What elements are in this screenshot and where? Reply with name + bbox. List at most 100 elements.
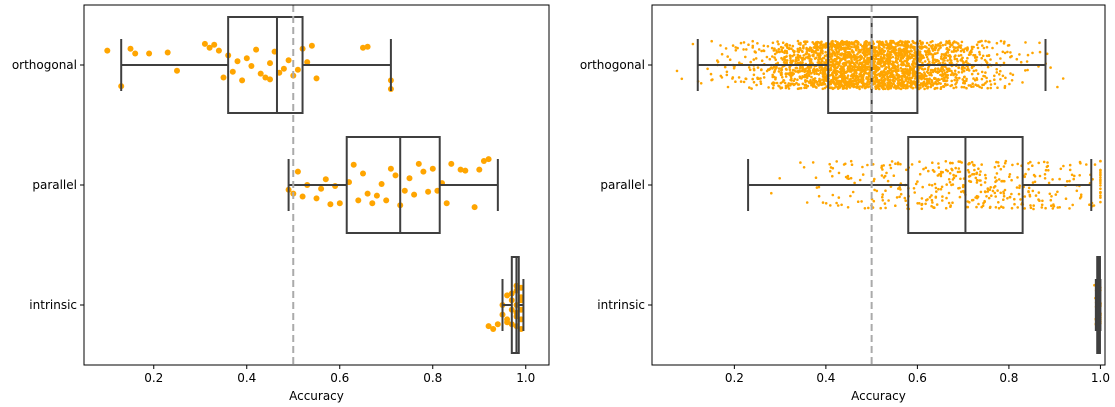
right-parallel-point <box>849 176 853 180</box>
right-orthogonal-point <box>867 83 871 86</box>
left-parallel-point <box>387 165 394 172</box>
right-orthogonal-point <box>962 79 966 83</box>
right-parallel-point <box>966 205 970 209</box>
right-orthogonal-point <box>959 49 963 53</box>
right-orthogonal-point <box>926 77 929 81</box>
left-parallel-point <box>373 192 380 199</box>
right-orthogonal-point <box>805 50 808 54</box>
right-orthogonal-point <box>1010 79 1014 82</box>
right-orthogonal-point <box>932 69 936 73</box>
right-orthogonal-point <box>860 80 863 83</box>
right-orthogonal-point <box>878 79 882 82</box>
right-orthogonal-point <box>739 80 743 83</box>
left-xtick-label: 1.0 <box>516 371 535 385</box>
right-orthogonal-point <box>835 43 838 47</box>
left-orthogonal-point <box>360 44 366 51</box>
right-parallel-point <box>1099 170 1102 174</box>
right-parallel-point <box>940 185 944 189</box>
right-orthogonal-point <box>952 73 956 76</box>
right-orthogonal-point <box>881 83 884 86</box>
right-orthogonal-point <box>801 56 805 60</box>
right-parallel-point <box>924 202 927 206</box>
right-orthogonal-point <box>865 82 868 86</box>
right-parallel-point <box>945 196 948 200</box>
right-orthogonal-point <box>840 57 844 61</box>
right-orthogonal-point <box>792 53 796 57</box>
right-orthogonal-point <box>953 69 957 73</box>
right-orthogonal-point <box>723 65 727 69</box>
right-orthogonal-point <box>940 77 944 81</box>
right-parallel-point <box>937 187 940 191</box>
right-orthogonal-point <box>813 46 816 49</box>
right-parallel-point <box>1003 188 1007 192</box>
right-orthogonal-point <box>749 60 752 64</box>
right-parallel-point <box>977 167 980 170</box>
right-orthogonal-point <box>897 69 900 72</box>
right-orthogonal-point <box>852 79 856 83</box>
right-orthogonal-point <box>885 57 889 61</box>
right-orthogonal-point <box>895 42 898 45</box>
right-parallel-point <box>1079 162 1082 165</box>
right-orthogonal-point <box>918 50 922 53</box>
right-parallel-point <box>930 198 934 202</box>
right-parallel-point <box>993 176 997 179</box>
right-orthogonal-point <box>923 71 926 74</box>
right-orthogonal-point <box>846 82 849 85</box>
right-parallel-point <box>1048 192 1052 196</box>
left-orthogonal-point <box>164 49 171 56</box>
right-orthogonal-point <box>882 69 886 72</box>
right-orthogonal-point <box>821 59 824 63</box>
right-orthogonal-point <box>810 75 813 79</box>
right-orthogonal-point <box>892 61 895 64</box>
right-orthogonal-point <box>894 77 898 80</box>
right-parallel-point <box>981 204 985 208</box>
right-orthogonal-point <box>921 61 924 65</box>
right-orthogonal-point <box>750 87 753 90</box>
right-orthogonal-point <box>1025 60 1029 63</box>
right-orthogonal-point <box>894 49 897 52</box>
right-parallel-point <box>995 172 999 175</box>
right-parallel-point <box>983 200 986 203</box>
right-parallel-point <box>970 198 974 202</box>
right-parallel-point <box>937 162 940 165</box>
right-orthogonal-point <box>798 75 802 78</box>
right-orthogonal-point <box>781 80 784 84</box>
right-parallel-point <box>1031 189 1035 193</box>
left-parallel-point <box>415 160 422 167</box>
right-parallel-point <box>1037 191 1041 194</box>
right-parallel-point <box>883 202 887 205</box>
left-parallel-point <box>294 168 301 175</box>
right-parallel-point <box>918 172 922 176</box>
right-parallel-point <box>814 176 818 179</box>
right-parallel-point <box>1054 193 1058 196</box>
right-orthogonal-point <box>808 54 811 58</box>
right-orthogonal-point <box>773 81 776 85</box>
right-orthogonal-point <box>985 45 989 49</box>
right-parallel-point <box>888 163 892 167</box>
right-orthogonal-point <box>861 51 865 54</box>
right-parallel-point <box>941 199 944 202</box>
right-orthogonal-point <box>780 71 783 75</box>
left-iqr-box-intrinsic <box>510 256 520 354</box>
right-orthogonal-point <box>780 69 783 72</box>
right-orthogonal-point <box>820 46 824 50</box>
right-parallel-point <box>884 206 887 210</box>
right-orthogonal-point <box>918 53 922 56</box>
right-orthogonal-point <box>966 47 969 51</box>
right-orthogonal-point <box>1006 50 1009 54</box>
right-parallel-point <box>990 194 993 197</box>
right-orthogonal-point <box>805 79 808 83</box>
right-orthogonal-point <box>873 73 877 76</box>
right-orthogonal-point <box>841 75 844 78</box>
right-parallel-point <box>1058 177 1061 181</box>
right-parallel-point <box>937 166 941 169</box>
right-orthogonal-point <box>865 62 869 66</box>
right-orthogonal-point <box>962 50 966 54</box>
right-orthogonal-point <box>900 85 904 88</box>
right-orthogonal-point <box>780 73 783 76</box>
right-parallel-point <box>817 185 821 189</box>
right-orthogonal-point <box>866 76 869 79</box>
right-orthogonal-point <box>818 57 821 60</box>
right-orthogonal-point <box>910 76 914 80</box>
right-orthogonal-point <box>771 55 774 58</box>
